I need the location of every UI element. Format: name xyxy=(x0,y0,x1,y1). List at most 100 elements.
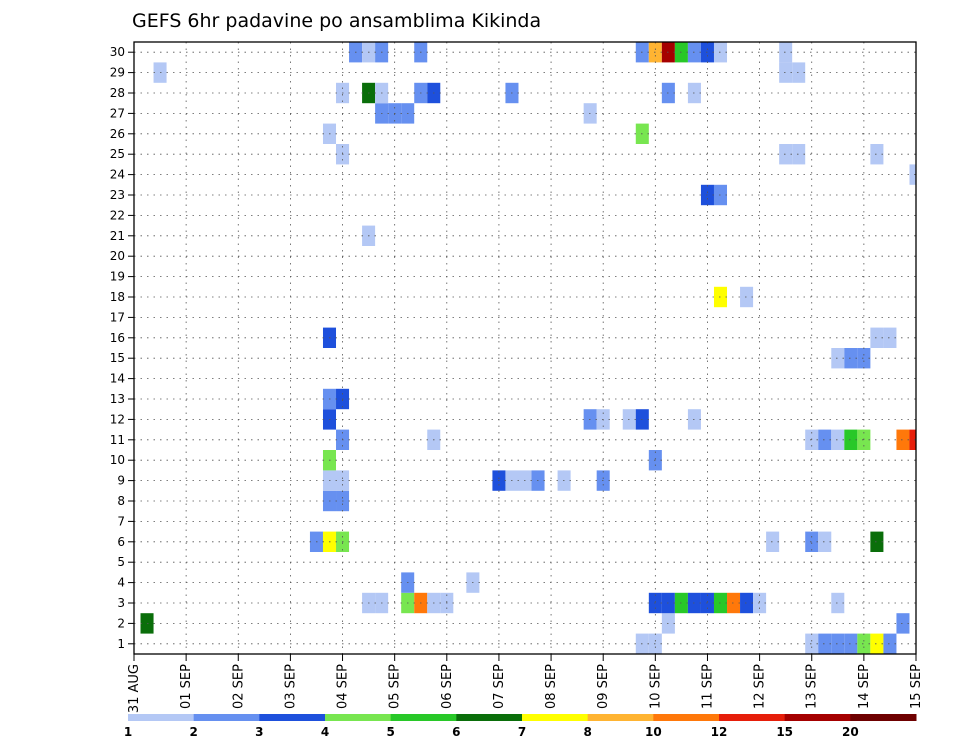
colorbar-swatch xyxy=(784,714,851,721)
y-tick-label: 8 xyxy=(117,494,125,508)
y-tick-label: 5 xyxy=(117,555,125,569)
precip-cell xyxy=(792,144,806,165)
precip-cell xyxy=(766,531,780,552)
colorbar-swatch xyxy=(719,714,786,721)
chart-grid xyxy=(134,42,916,654)
precip-cell xyxy=(844,348,858,369)
y-tick-label: 29 xyxy=(110,66,125,80)
y-tick-label: 6 xyxy=(117,535,125,549)
y-tick-label: 21 xyxy=(110,229,125,243)
colorbar-swatch xyxy=(850,714,917,721)
colorbar-label: 8 xyxy=(583,725,591,739)
precip-cell xyxy=(818,531,832,552)
precip-cell xyxy=(870,633,884,654)
y-tick-label: 25 xyxy=(110,147,125,161)
precip-cell xyxy=(740,286,754,308)
plot-frame xyxy=(133,41,917,655)
chart-title: GEFS 6hr padavine po ansamblima Kikinda xyxy=(132,10,541,32)
y-tick-label: 12 xyxy=(110,412,125,426)
y-tick-label: 7 xyxy=(117,514,125,528)
x-tick-label: 06 SEP xyxy=(440,664,455,709)
x-tick-label: 15 SEP xyxy=(909,664,924,709)
y-tick-label: 28 xyxy=(110,86,125,100)
x-tick-label: 31 AUG xyxy=(127,664,142,713)
colorbar-swatch xyxy=(325,714,392,721)
x-tick-label: 08 SEP xyxy=(544,664,559,709)
precip-cell xyxy=(779,42,793,63)
precip-cell xyxy=(870,327,884,348)
y-tick-label: 2 xyxy=(117,616,125,630)
colorbar-label: 12 xyxy=(711,725,728,739)
x-tick-label: 07 SEP xyxy=(492,664,507,709)
y-tick-label: 17 xyxy=(110,310,125,324)
colorbar-swatch xyxy=(259,714,326,721)
colorbar-label: 2 xyxy=(189,725,197,739)
colorbar: 1 2 3 4 5 6 7 8 10 12 15 20 xyxy=(124,714,917,739)
colorbar-label: 1 xyxy=(124,725,132,739)
x-tick-label: 11 SEP xyxy=(700,664,715,709)
precip-cell xyxy=(870,144,884,165)
colorbar-swatch xyxy=(653,714,720,721)
y-tick-label: 11 xyxy=(110,433,125,447)
x-tick-label: 10 SEP xyxy=(648,664,663,709)
y-tick-label: 26 xyxy=(110,127,125,141)
precip-cell xyxy=(779,62,793,83)
y-tick-label: 15 xyxy=(110,351,125,365)
colorbar-swatch xyxy=(390,714,457,721)
precip-cell xyxy=(883,633,897,654)
x-tick-label: 09 SEP xyxy=(596,664,611,709)
colorbar-label: 10 xyxy=(645,725,662,739)
colorbar-label: 4 xyxy=(321,725,329,739)
x-tick-label: 01 SEP xyxy=(179,664,194,709)
precip-cell xyxy=(831,348,845,369)
colorbar-swatch xyxy=(193,714,260,721)
colorbar-label: 7 xyxy=(518,725,526,739)
precip-cell xyxy=(909,429,916,450)
precip-cell xyxy=(857,633,871,654)
y-tick-label: 13 xyxy=(110,392,125,406)
precip-cell xyxy=(753,592,767,614)
x-tick-label: 04 SEP xyxy=(336,664,351,709)
y-tick-label: 9 xyxy=(117,474,125,488)
y-tick-label: 22 xyxy=(110,208,125,222)
precip-cell xyxy=(896,613,910,634)
y-tick-label: 16 xyxy=(110,331,125,345)
precip-cell xyxy=(844,633,858,654)
precip-cell xyxy=(805,633,819,654)
y-tick-label: 18 xyxy=(110,290,125,304)
y-tick-label: 14 xyxy=(110,372,125,386)
precip-cell xyxy=(883,327,897,348)
x-axis: 31 AUG 01 SEP 02 SEP 03 SEP 04 SEP 05 SEP 06 S… xyxy=(127,654,924,713)
y-tick-label: 20 xyxy=(110,249,125,263)
precip-cell xyxy=(870,531,884,552)
y-tick-label: 23 xyxy=(110,188,125,202)
precip-cell xyxy=(818,633,832,654)
precip-cell xyxy=(831,592,845,614)
precip-cell xyxy=(844,429,858,450)
y-tick-label: 3 xyxy=(117,596,125,610)
precip-cell xyxy=(740,592,754,614)
y-tick-label: 1 xyxy=(117,637,125,651)
precip-cell xyxy=(792,62,806,83)
y-tick-label: 10 xyxy=(110,453,125,467)
precip-cell xyxy=(831,633,845,654)
y-tick-label: 19 xyxy=(110,270,125,284)
colorbar-label: 6 xyxy=(452,725,460,739)
y-tick-label: 30 xyxy=(110,45,125,59)
x-tick-label: 05 SEP xyxy=(388,664,403,709)
x-tick-label: 12 SEP xyxy=(753,664,768,709)
precip-cell xyxy=(727,592,741,614)
precip-cell xyxy=(818,429,832,450)
y-tick-label: 24 xyxy=(110,168,125,182)
colorbar-swatch xyxy=(456,714,523,721)
colorbar-label: 20 xyxy=(842,725,859,739)
precip-cell xyxy=(805,531,819,552)
precip-cell xyxy=(896,429,910,450)
x-tick-label: 02 SEP xyxy=(231,664,246,709)
colorbar-swatch xyxy=(522,714,589,721)
heatmap-cells xyxy=(140,42,916,654)
colorbar-label: 5 xyxy=(386,725,394,739)
x-tick-label: 03 SEP xyxy=(283,664,298,709)
colorbar-label: 3 xyxy=(255,725,263,739)
